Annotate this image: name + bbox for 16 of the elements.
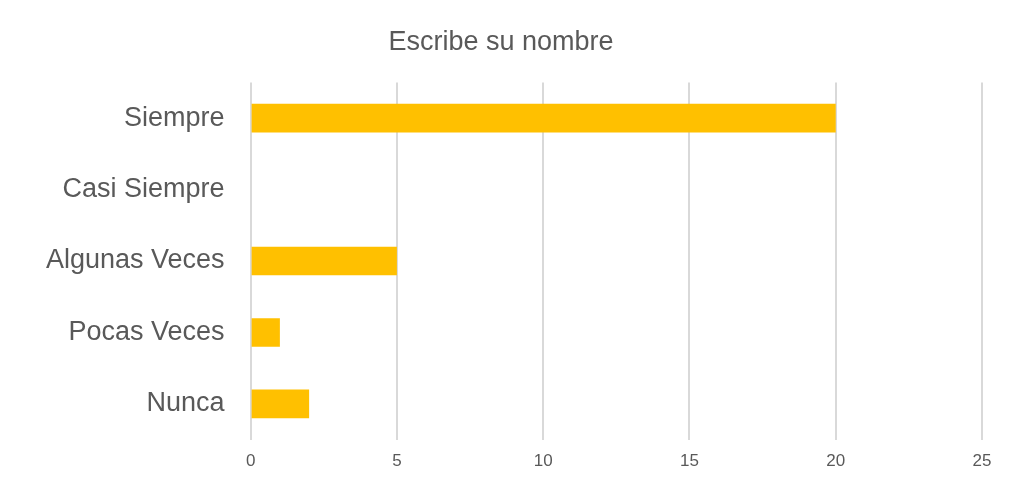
x-tick-label: 5 [392,451,402,471]
bar [251,318,280,347]
bar [251,246,397,276]
y-tick-label: Pocas Veces [68,315,225,346]
bar [251,389,310,419]
y-tick-label: Nunca [146,387,226,418]
x-tick-label: 10 [533,451,553,471]
y-tick-label: Casi Siempre [62,173,225,204]
x-tick-label: 0 [245,451,256,471]
x-tick-label: 20 [826,451,846,471]
x-tick-label: 15 [679,451,699,471]
y-tick-label: Siempre [124,101,225,132]
bar [251,103,836,133]
x-tick-label: 25 [972,451,992,471]
y-tick-label: Algunas Veces [46,244,225,275]
chart-title: Escribe su nombre [388,25,614,56]
